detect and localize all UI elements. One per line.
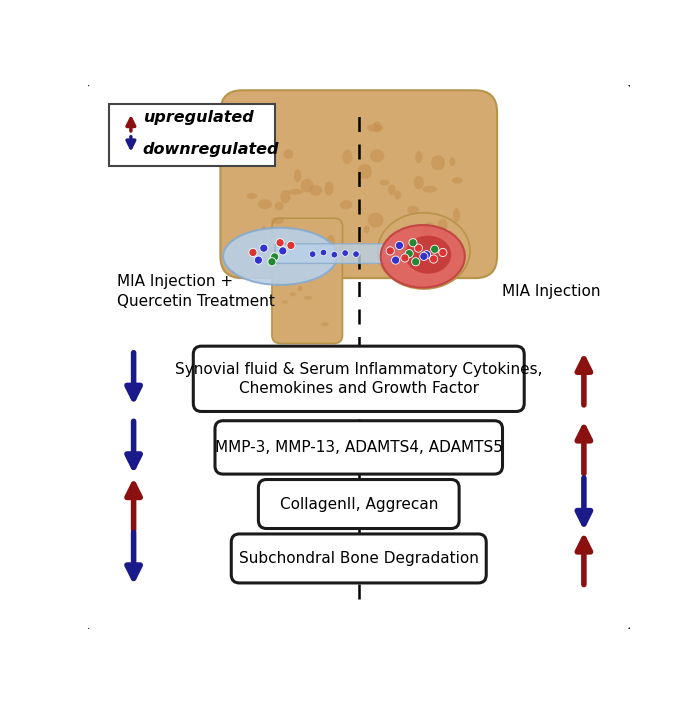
Circle shape [414, 244, 423, 252]
Circle shape [386, 247, 394, 255]
FancyBboxPatch shape [275, 244, 402, 264]
Ellipse shape [280, 247, 289, 253]
Circle shape [401, 254, 409, 262]
Ellipse shape [327, 235, 335, 250]
Circle shape [342, 250, 349, 257]
Ellipse shape [394, 191, 401, 199]
Circle shape [391, 256, 400, 264]
Text: Subchondral Bone Degradation: Subchondral Bone Degradation [239, 551, 479, 566]
FancyBboxPatch shape [220, 90, 497, 278]
Ellipse shape [315, 243, 323, 250]
Circle shape [331, 252, 337, 258]
Ellipse shape [370, 149, 384, 163]
Ellipse shape [426, 240, 438, 253]
Ellipse shape [298, 286, 303, 291]
Ellipse shape [367, 124, 383, 132]
FancyBboxPatch shape [109, 104, 274, 167]
Text: downregulated: downregulated [143, 141, 279, 156]
Ellipse shape [423, 186, 437, 192]
Ellipse shape [246, 193, 257, 199]
Ellipse shape [258, 199, 272, 209]
Circle shape [249, 248, 257, 257]
Text: upregulated: upregulated [143, 110, 253, 125]
Text: CollagenII, Aggrecan: CollagenII, Aggrecan [279, 496, 438, 512]
Ellipse shape [255, 132, 263, 141]
Circle shape [309, 251, 316, 257]
Ellipse shape [300, 179, 314, 192]
Ellipse shape [379, 180, 389, 185]
Ellipse shape [294, 169, 301, 182]
Text: MIA Injection: MIA Injection [502, 284, 600, 299]
Ellipse shape [282, 300, 288, 304]
Ellipse shape [415, 151, 422, 163]
Ellipse shape [438, 218, 448, 231]
FancyBboxPatch shape [193, 346, 524, 411]
Circle shape [279, 247, 287, 255]
FancyBboxPatch shape [84, 81, 634, 633]
Ellipse shape [358, 164, 372, 179]
Circle shape [260, 244, 268, 252]
Circle shape [430, 245, 439, 253]
Ellipse shape [288, 189, 303, 194]
FancyBboxPatch shape [272, 218, 342, 344]
Circle shape [430, 255, 438, 263]
Ellipse shape [388, 185, 395, 195]
Ellipse shape [452, 177, 463, 184]
Circle shape [271, 253, 279, 261]
Ellipse shape [423, 222, 435, 235]
Circle shape [405, 250, 413, 257]
Ellipse shape [381, 225, 465, 288]
Circle shape [353, 251, 359, 257]
Circle shape [439, 248, 447, 257]
Ellipse shape [289, 292, 295, 296]
Ellipse shape [323, 248, 328, 253]
Ellipse shape [261, 143, 272, 156]
Ellipse shape [378, 213, 470, 289]
Circle shape [395, 241, 403, 250]
Ellipse shape [264, 152, 275, 165]
Ellipse shape [419, 240, 424, 250]
Ellipse shape [284, 149, 293, 159]
Ellipse shape [368, 213, 384, 228]
Circle shape [420, 252, 428, 260]
Ellipse shape [223, 228, 337, 285]
FancyBboxPatch shape [215, 421, 503, 474]
Ellipse shape [449, 157, 456, 166]
Circle shape [423, 250, 430, 259]
Ellipse shape [342, 150, 352, 164]
Ellipse shape [453, 208, 460, 222]
Circle shape [268, 257, 276, 266]
Ellipse shape [340, 200, 352, 209]
Circle shape [276, 239, 284, 247]
Circle shape [412, 257, 420, 266]
Ellipse shape [437, 227, 448, 240]
Circle shape [409, 239, 417, 247]
Ellipse shape [274, 201, 284, 210]
Ellipse shape [321, 322, 329, 326]
Ellipse shape [414, 176, 424, 189]
Ellipse shape [309, 185, 322, 196]
Ellipse shape [304, 296, 312, 300]
Text: Synovial fluid & Serum Inflammatory Cytokines,
Chemokines and Growth Factor: Synovial fluid & Serum Inflammatory Cyto… [175, 362, 542, 396]
Ellipse shape [271, 217, 284, 224]
Ellipse shape [364, 225, 370, 233]
Ellipse shape [407, 206, 419, 214]
Ellipse shape [373, 121, 382, 132]
FancyBboxPatch shape [258, 479, 459, 529]
Circle shape [287, 241, 295, 250]
Text: MMP-3, MMP-13, ADAMTS4, ADAMTS5: MMP-3, MMP-13, ADAMTS4, ADAMTS5 [215, 440, 503, 455]
Ellipse shape [261, 226, 267, 237]
Ellipse shape [431, 156, 445, 170]
FancyBboxPatch shape [231, 534, 486, 583]
Ellipse shape [324, 182, 334, 196]
Ellipse shape [405, 235, 452, 274]
Ellipse shape [280, 190, 290, 204]
Circle shape [320, 250, 327, 256]
Text: MIA Injection +
Quercetin Treatment: MIA Injection + Quercetin Treatment [118, 274, 275, 309]
Circle shape [254, 256, 262, 264]
